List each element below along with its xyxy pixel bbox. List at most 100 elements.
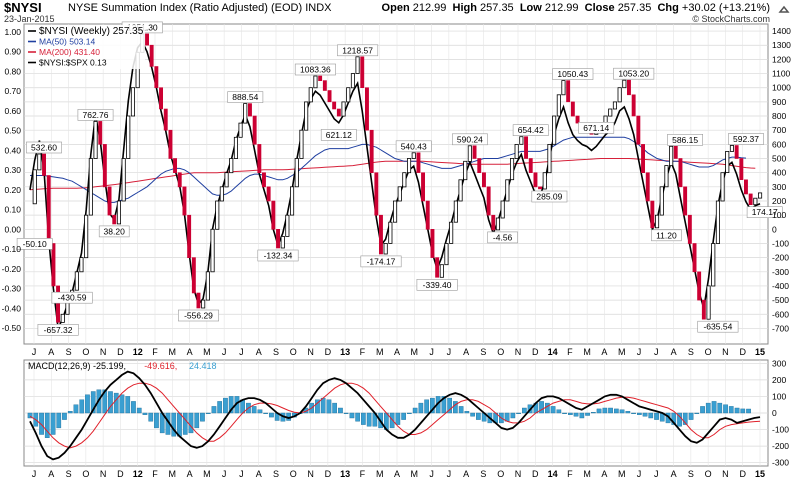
left-tick-label: -0.20	[2, 264, 22, 274]
x-tick-label: A	[671, 469, 677, 479]
histogram-bar	[694, 412, 700, 415]
ratio-line	[29, 40, 761, 332]
up-bar	[93, 121, 98, 159]
x-tick-label: 14	[548, 347, 558, 357]
x-tick-label: O	[497, 347, 504, 357]
value-label-box	[294, 63, 336, 76]
histogram-bar	[246, 402, 251, 414]
up-bar	[753, 197, 758, 206]
down-bar	[257, 144, 262, 173]
value-label: -174.17	[367, 256, 396, 266]
up-bar	[37, 153, 42, 171]
x-tick-label: J	[32, 469, 37, 479]
x-tick-label: S	[273, 469, 279, 479]
histogram-bar	[200, 412, 205, 422]
x-tick-label: S	[66, 469, 72, 479]
value-label: 590.24	[457, 134, 483, 144]
up-bar	[74, 271, 79, 291]
x-tick-label: 12	[133, 347, 143, 357]
down-bar	[187, 214, 192, 258]
up-bar	[210, 228, 215, 273]
right-tick-label: 400	[772, 168, 786, 178]
down-bar	[425, 200, 430, 230]
up-bar	[552, 115, 557, 145]
right-tick-label: -300	[772, 267, 789, 277]
down-bar	[378, 214, 383, 255]
up-bar	[285, 214, 290, 237]
histogram-bar	[136, 407, 142, 414]
up-bar	[294, 158, 299, 188]
down-bar	[182, 186, 187, 216]
value-label: 671.14	[583, 123, 609, 133]
right-tick-label: 0	[772, 224, 777, 234]
x-tick-label: S	[480, 469, 486, 479]
right-tick-label: -500	[772, 295, 789, 305]
x-tick-label: J	[32, 347, 37, 357]
histogram-bar	[349, 412, 355, 419]
histogram-bar	[470, 412, 476, 417]
x-tick-label: J	[429, 347, 434, 357]
up-bar	[383, 243, 388, 255]
value-label-box	[37, 323, 79, 336]
x-tick-label: D	[325, 347, 332, 357]
histogram-bar	[85, 394, 90, 414]
down-bar	[641, 144, 646, 173]
x-tick-label: D	[739, 469, 746, 479]
histogram-bar	[50, 412, 56, 435]
histogram-bar	[44, 412, 50, 438]
x-tick-label: F	[152, 469, 158, 479]
histogram-bar	[447, 397, 453, 414]
histogram-bar	[734, 407, 740, 414]
x-tick-label: A	[256, 469, 262, 479]
x-tick-label: M	[618, 469, 626, 479]
histogram-bar	[619, 409, 625, 414]
value-label: 174.17	[752, 207, 778, 217]
up-bar	[608, 108, 613, 117]
x-tick-label: J	[654, 347, 659, 357]
x-tick-label: J	[447, 347, 452, 357]
symbol-label[interactable]: $NYSI	[4, 0, 42, 15]
histogram-bar	[510, 412, 516, 419]
index-name: NYSE Summation Index (Ratio Adjusted) (E…	[68, 2, 332, 14]
histogram-bar	[292, 412, 297, 418]
left-tick-label: 0.50	[4, 126, 21, 136]
macd-tick-label: 0	[772, 408, 777, 418]
dropdown-arrow-icon[interactable]	[778, 4, 790, 16]
down-bar	[739, 158, 744, 181]
up-bar	[280, 235, 285, 249]
chg-label: Chg	[657, 2, 679, 14]
down-bar	[369, 129, 374, 173]
histogram-bar	[303, 407, 309, 414]
right-tick-label: -400	[772, 281, 789, 291]
histogram-bar	[56, 412, 62, 429]
histogram-bar	[562, 412, 567, 415]
right-tick-label: 800	[772, 111, 786, 121]
histogram-bar	[27, 412, 33, 419]
down-bar	[154, 66, 159, 89]
down-bar	[145, 33, 149, 46]
right-tick-label: 1000	[772, 83, 791, 93]
left-tick-label: 0.70	[4, 86, 21, 96]
value-label-box	[51, 291, 93, 304]
x-tick-label: J	[239, 347, 244, 357]
histogram-bar	[119, 394, 125, 414]
value-label: 540.43	[401, 141, 427, 151]
histogram-bar	[740, 408, 746, 414]
down-bar	[173, 158, 177, 173]
down-bar	[252, 115, 257, 145]
value-label-box	[578, 122, 615, 134]
legend-entry: $NYSI:$SPX 0.13	[39, 58, 107, 68]
value-label-box	[531, 190, 568, 203]
histogram-bar	[286, 412, 292, 421]
up-bar	[725, 150, 730, 173]
down-bar	[112, 214, 117, 225]
right-tick-label: 1400	[772, 26, 791, 36]
value-label: -4.56	[493, 232, 513, 242]
down-bar	[524, 136, 529, 159]
up-bar	[758, 192, 763, 199]
down-bar	[149, 44, 154, 67]
down-bar	[673, 146, 678, 159]
histogram-bar	[297, 412, 303, 415]
macd-legend-entry: MACD(12,26,9) -25.199,	[28, 361, 126, 371]
